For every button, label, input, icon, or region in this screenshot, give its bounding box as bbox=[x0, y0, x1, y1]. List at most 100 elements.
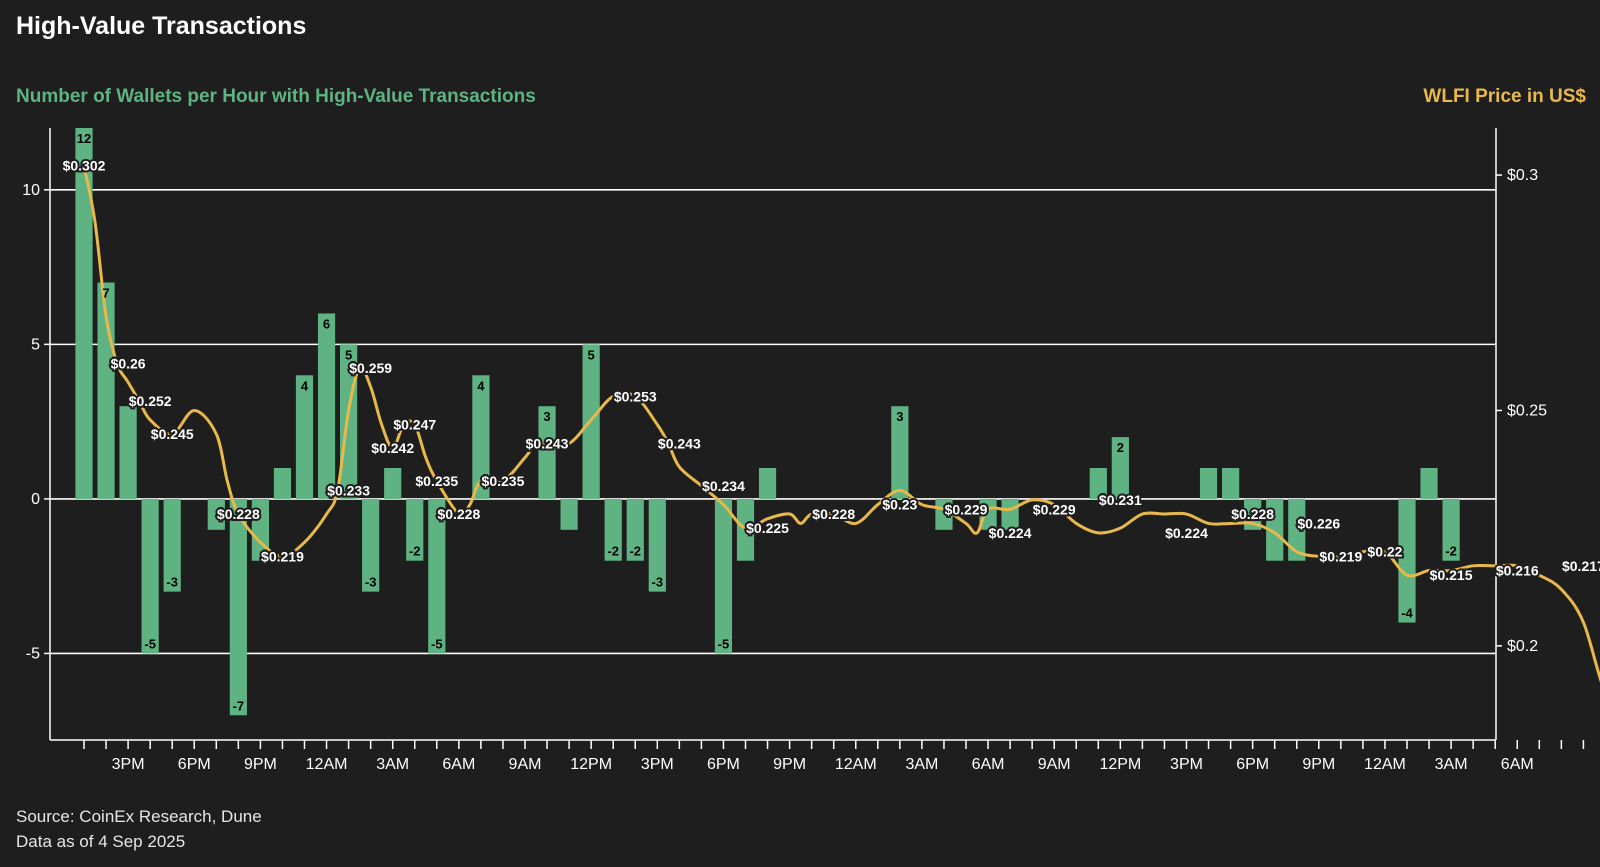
price-label-1: $0.26 bbox=[111, 355, 146, 371]
price-label-26: $0.226 bbox=[1297, 515, 1340, 531]
bar-60 bbox=[1398, 498, 1416, 623]
price-label-7: $0.259 bbox=[349, 360, 392, 376]
x-tick-label-5: 6AM bbox=[442, 756, 475, 773]
x-tick-label-12: 3AM bbox=[905, 756, 938, 773]
price-label-18: $0.228 bbox=[812, 506, 855, 522]
price-label-9: $0.247 bbox=[393, 417, 436, 433]
x-tick-label-14: 9AM bbox=[1038, 756, 1071, 773]
x-tick-label-11: 12AM bbox=[835, 756, 877, 773]
bar-label-6: 6 bbox=[323, 316, 330, 331]
bar-18 bbox=[472, 375, 490, 499]
bar-label-9: -2 bbox=[409, 544, 421, 559]
price-label-13: $0.243 bbox=[526, 435, 569, 451]
left-axis-title: Number of Wallets per Hour with High-Val… bbox=[16, 86, 536, 107]
price-label-3: $0.245 bbox=[151, 426, 194, 442]
bar-22 bbox=[560, 498, 578, 530]
bar-4 bbox=[163, 498, 181, 592]
y-left-tick-label-0: -5 bbox=[26, 645, 40, 662]
bar-62 bbox=[1442, 498, 1460, 561]
bar-54 bbox=[1266, 498, 1284, 561]
y-right-tick-label-1: $0.25 bbox=[1507, 402, 1547, 419]
bar-label-21: -2 bbox=[1445, 544, 1457, 559]
price-label-6: $0.233 bbox=[327, 482, 370, 498]
bar-label-0: 12 bbox=[77, 131, 91, 146]
bar-30 bbox=[736, 498, 755, 561]
bar-label-16: -3 bbox=[652, 575, 664, 590]
bar-14 bbox=[384, 468, 402, 499]
bar-label-4: -7 bbox=[233, 698, 245, 713]
bar-layer bbox=[75, 128, 1460, 716]
bar-15 bbox=[406, 498, 424, 561]
price-label-16: $0.234 bbox=[702, 478, 745, 494]
bar-label-19: 2 bbox=[1117, 440, 1124, 455]
price-label-19: $0.23 bbox=[882, 497, 917, 513]
x-tick-label-20: 3AM bbox=[1435, 756, 1468, 773]
bar-label-11: 4 bbox=[477, 378, 485, 393]
bar-label-18: 3 bbox=[896, 409, 903, 424]
x-tick-label-0: 3PM bbox=[112, 756, 145, 773]
bar-46 bbox=[1089, 468, 1107, 499]
price-label-27: $0.219 bbox=[1319, 548, 1362, 564]
bar-label-5: 4 bbox=[301, 378, 309, 393]
price-label-25: $0.228 bbox=[1231, 506, 1274, 522]
y-left-tick-label-1: 0 bbox=[31, 491, 40, 508]
grid-layer bbox=[50, 189, 1496, 655]
bar-label-15: -2 bbox=[629, 544, 641, 559]
price-label-2: $0.252 bbox=[129, 393, 172, 409]
price-label-24: $0.224 bbox=[1165, 525, 1208, 541]
price-label-23: $0.231 bbox=[1099, 492, 1142, 508]
price-label-10: $0.235 bbox=[415, 473, 458, 489]
x-tick-label-8: 3PM bbox=[641, 756, 674, 773]
label-layer: 127-5-3-7465-3-2-5435-2-2-3-532-4-2-2-2$… bbox=[61, 131, 1600, 713]
bar-label-10: -5 bbox=[431, 636, 443, 651]
x-tick-label-19: 12AM bbox=[1364, 756, 1406, 773]
price-label-30: $0.216 bbox=[1496, 563, 1539, 579]
bar-label-20: -4 bbox=[1401, 606, 1413, 621]
bar-47 bbox=[1111, 437, 1129, 499]
x-tick-label-9: 6PM bbox=[707, 756, 740, 773]
bar-2 bbox=[119, 406, 137, 499]
line-layer bbox=[82, 165, 1600, 683]
price-label-29: $0.215 bbox=[1430, 567, 1473, 583]
x-tick-label-1: 6PM bbox=[178, 756, 211, 773]
data-date-text: Data as of 4 Sep 2025 bbox=[16, 832, 186, 851]
price-label-20: $0.229 bbox=[945, 501, 988, 517]
x-tick-label-13: 6AM bbox=[972, 756, 1005, 773]
source-note: Source: CoinEx Research, Dune Data as of… bbox=[16, 804, 262, 854]
x-tick-label-7: 12PM bbox=[570, 756, 612, 773]
y-left-tick-label-2: 5 bbox=[31, 336, 40, 353]
bar-7 bbox=[229, 498, 247, 716]
source-text: Source: CoinEx Research, Dune bbox=[16, 807, 262, 826]
x-tick-label-16: 3PM bbox=[1170, 756, 1203, 773]
bar-21 bbox=[538, 406, 556, 499]
bar-61 bbox=[1420, 468, 1438, 499]
bar-label-7: 5 bbox=[345, 347, 352, 362]
bar-label-2: -5 bbox=[144, 636, 156, 651]
bar-9 bbox=[273, 468, 292, 499]
price-label-31: $0.217 bbox=[1562, 558, 1600, 574]
price-label-11: $0.228 bbox=[437, 506, 480, 522]
x-tick-label-3: 12AM bbox=[306, 756, 348, 773]
bar-31 bbox=[758, 468, 777, 499]
bar-label-8: -3 bbox=[365, 575, 377, 590]
y-left-tick-label-3: 10 bbox=[22, 182, 40, 199]
price-label-14: $0.253 bbox=[614, 388, 657, 404]
right-axis-title: WLFI Price in US$ bbox=[1423, 86, 1586, 107]
price-label-12: $0.235 bbox=[482, 473, 525, 489]
chart-title: High-Value Transactions bbox=[16, 12, 307, 40]
bar-11 bbox=[317, 313, 336, 499]
bar-6 bbox=[207, 498, 225, 530]
bar-label-17: -5 bbox=[718, 636, 730, 651]
bar-label-12: 3 bbox=[543, 409, 550, 424]
y-right-tick-label-2: $0.3 bbox=[1507, 167, 1538, 184]
price-label-0: $0.302 bbox=[63, 158, 106, 174]
bar-51 bbox=[1199, 468, 1218, 499]
axis-layer: -5 0 5 10 $0.2 $0.25 $0.3 3PM 6PM 9PM 12AM 3AM 6AM 9A… bbox=[22, 128, 1585, 773]
price-line bbox=[82, 165, 1600, 683]
x-tick-label-4: 3AM bbox=[376, 756, 409, 773]
bar-label-1: 7 bbox=[102, 286, 109, 301]
price-label-15: $0.243 bbox=[658, 435, 701, 451]
x-tick-label-6: 9AM bbox=[509, 756, 542, 773]
bar-label-13: 5 bbox=[588, 347, 595, 362]
